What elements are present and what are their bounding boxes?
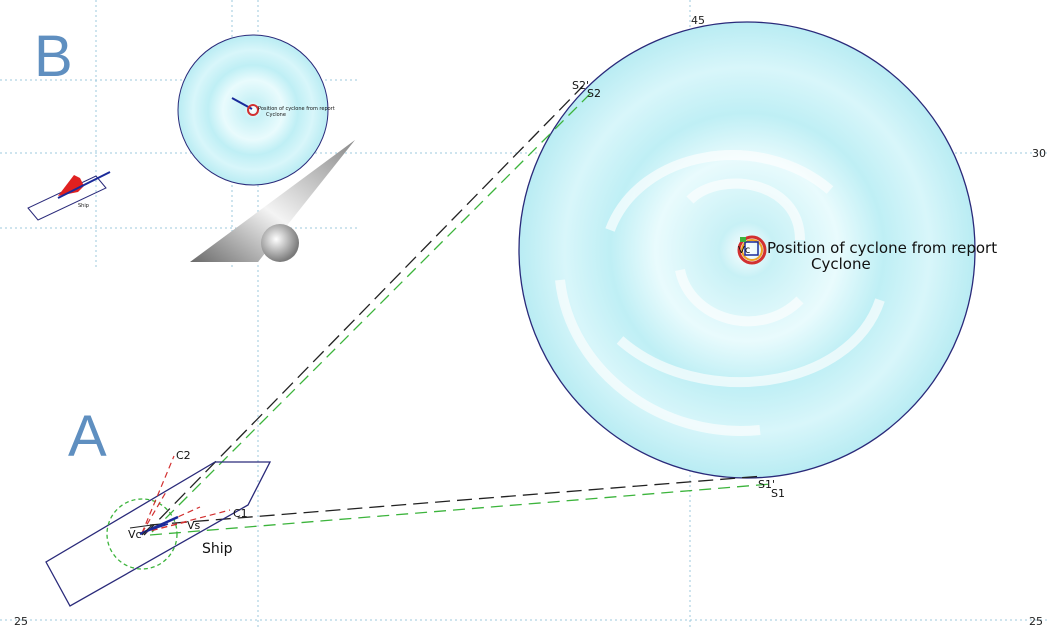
cyclone-cloud-swirls: [555, 150, 885, 436]
panel-label-a: A: [68, 404, 107, 469]
ship-relative-vector: [129, 524, 154, 536]
tangent-green-s1: [149, 483, 772, 536]
inset-course-fan: [58, 175, 84, 196]
ship-area: [45, 455, 272, 607]
point-label-c1: C1: [233, 507, 248, 520]
tick-label-25-right: 25: [1029, 615, 1043, 628]
ship-heading-vector-2: [143, 523, 169, 533]
cyclone-name-label: Cyclone: [811, 255, 871, 273]
point-label-c2: C2: [176, 449, 191, 462]
inset-cyclone-circle: [177, 34, 329, 186]
ship-bounding-box: [45, 461, 272, 607]
zoom-pointer-icon: [190, 140, 355, 262]
tangent-green-s2: [151, 91, 593, 533]
panel-label-b: B: [34, 24, 73, 89]
cyclone-area: Vc Position of cyclone from report Cyclo…: [518, 21, 997, 479]
tick-label-45: 45: [691, 14, 705, 27]
cyclone-center-marker: [737, 235, 767, 265]
point-label-s2: S2: [587, 87, 601, 100]
point-label-s1: S1: [771, 487, 785, 500]
point-label-vs: Vs: [187, 519, 201, 532]
tangent-black-s1: [149, 475, 764, 526]
cyclone-position-label: Position of cyclone from report: [767, 239, 997, 257]
inset-position-label: Position of cyclone from report: [258, 106, 335, 112]
point-label-s1-prime: S1': [758, 478, 775, 491]
ship-course-lines: [141, 455, 231, 534]
point-label-vc: Vc: [128, 528, 142, 541]
tangent-lines: [143, 85, 772, 536]
tick-label-25-left: 25: [14, 615, 28, 628]
inset-ship-label: Ship: [78, 203, 89, 209]
ship-safety-circle: [106, 498, 178, 570]
tick-label-30: 30: [1032, 147, 1046, 160]
cyclone-vc-label: Vc: [738, 245, 750, 256]
inset-cyclone-name: Cyclone: [266, 112, 286, 118]
ship-label: Ship: [202, 541, 233, 557]
point-label-s2-prime: S2': [572, 79, 589, 92]
inset-ship-heading: [57, 171, 111, 199]
tangent-black-s2: [143, 85, 584, 536]
inset-panel: Position of cyclone from report Cyclone …: [0, 0, 360, 268]
inset-ship-box: [27, 175, 107, 221]
inset-cyclone-center: [247, 104, 259, 116]
cyclone-danger-circle: [518, 21, 976, 479]
